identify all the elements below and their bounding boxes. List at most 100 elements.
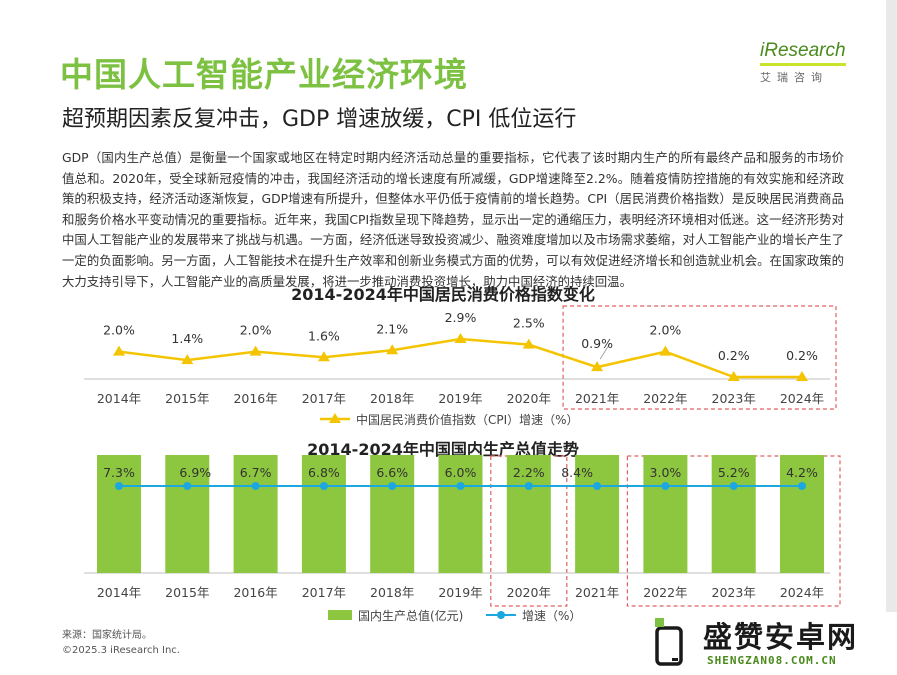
- cpi-data-label: 0.9%: [581, 336, 613, 351]
- gdp-chart: 6435632014年6888582015年7463952016年8320362…: [84, 455, 841, 623]
- cpi-point: [659, 345, 672, 356]
- watermark-url: SHENGZAN08.COM.CN: [707, 654, 837, 667]
- cpi-point: [591, 361, 604, 372]
- gdp-bar: [780, 455, 824, 573]
- phone-icon: [655, 618, 683, 666]
- growth-data-label: 6.0%: [445, 465, 477, 480]
- cpi-highlight-box: [562, 305, 837, 410]
- growth-data-label: 8.4%: [561, 465, 593, 480]
- cpi-data-label: 1.6%: [308, 328, 340, 343]
- gdp-bar: [301, 455, 346, 573]
- cpi-data-label: 0.2%: [718, 348, 750, 363]
- growth-data-label: 6.7%: [240, 465, 272, 480]
- cpi-data-label: 2.1%: [376, 321, 408, 336]
- gdp-bar: [233, 455, 278, 573]
- gdp-x-tick-label: 2020年: [507, 585, 551, 600]
- growth-point: [729, 482, 738, 490]
- cpi-data-label: 2.0%: [650, 323, 682, 338]
- growth-legend-marker: [497, 611, 505, 619]
- cpi-x-tick-label: 2024年: [780, 391, 824, 406]
- growth-point: [798, 482, 806, 490]
- cpi-x-tick-label: 2021年: [575, 391, 619, 406]
- growth-data-label: 5.2%: [718, 465, 750, 480]
- gdp-x-tick-label: 2022年: [643, 585, 687, 600]
- cpi-x-tick-label: 2014年: [97, 391, 141, 406]
- cpi-x-tick-label: 2020年: [507, 391, 551, 406]
- gdp-bar: [370, 455, 415, 573]
- gdp-bar: [165, 455, 210, 573]
- cpi-x-tick-label: 2017年: [302, 391, 346, 406]
- cpi-x-tick-label: 2015年: [165, 391, 209, 406]
- growth-point: [593, 482, 602, 490]
- gdp-x-tick-label: 2015年: [165, 585, 209, 600]
- gdp-x-tick-label: 2016年: [233, 585, 277, 600]
- gdp-x-tick-label: 2021年: [575, 585, 619, 600]
- growth-data-label: 6.9%: [179, 465, 211, 480]
- growth-point: [524, 482, 533, 490]
- cpi-data-label: 1.4%: [171, 331, 203, 346]
- growth-point: [319, 482, 328, 490]
- growth-data-label: 7.3%: [103, 465, 135, 480]
- cpi-point: [796, 371, 808, 381]
- growth-point: [661, 482, 670, 490]
- brand-logo: iResearch 艾瑞咨询: [760, 40, 860, 85]
- watermark-text: 盛赞安卓网: [703, 620, 859, 654]
- growth-point: [115, 482, 123, 490]
- cpi-series-line: [118, 337, 802, 379]
- cpi-legend-label: 中国居民消费价值指数（CPI）增速（%）: [356, 412, 579, 427]
- gdp-legend-label: 国内生产总值(亿元): [358, 608, 463, 623]
- cpi-data-label: 2.5%: [513, 316, 545, 331]
- brand-name: iResearch: [760, 40, 846, 66]
- cpi-data-label: 2.0%: [240, 323, 272, 338]
- cpi-chart-title: 2014-2024年中国居民消费价格指数变化: [291, 285, 595, 304]
- growth-data-label: 4.2%: [786, 465, 818, 480]
- gdp-bar: [711, 455, 756, 573]
- page-title: 中国人工智能产业经济环境: [60, 55, 468, 94]
- source-note: 来源：国家统计局。: [62, 630, 152, 641]
- growth-point: [251, 482, 260, 490]
- cpi-x-tick-label: 2016年: [233, 391, 277, 406]
- growth-data-label: 3.0%: [650, 465, 682, 480]
- cpi-chart: 2.0% 2014年 1.4% 2015年 2.0% 2016年 1.6% 2017年 2.1%…: [84, 305, 837, 427]
- cpi-label-leader: [599, 342, 611, 360]
- growth-data-label: 2.2%: [513, 465, 545, 480]
- page-subtitle: 超预期因素反复冲击，GDP 增速放缓，CPI 低位运行: [62, 107, 577, 132]
- cpi-x-tick-label: 2023年: [712, 391, 756, 406]
- cpi-point: [113, 345, 125, 356]
- cpi-data-label: 0.2%: [786, 348, 818, 363]
- cpi-x-tick-label: 2019年: [438, 391, 482, 406]
- cpi-x-tick-label: 2018年: [370, 391, 414, 406]
- gdp-x-tick-label: 2019年: [438, 585, 482, 600]
- growth-data-label: 6.6%: [376, 465, 408, 480]
- gdp-x-tick-label: 2014年: [97, 585, 141, 600]
- gdp-legend-swatch: [328, 610, 352, 620]
- gdp-x-tick-label: 2024年: [780, 585, 824, 600]
- gdp-bar: [575, 455, 620, 573]
- cpi-data-label: 2.0%: [103, 323, 135, 338]
- copyright: ©2025.3 iResearch Inc.: [62, 645, 180, 656]
- cpi-point: [249, 345, 262, 356]
- growth-point: [388, 482, 397, 490]
- brand-subtitle: 艾瑞咨询: [760, 71, 828, 84]
- gdp-bar: [643, 455, 688, 573]
- cpi-point: [317, 351, 330, 362]
- growth-point: [456, 482, 465, 490]
- gdp-bar: [438, 455, 483, 573]
- gdp-bar: [97, 455, 141, 573]
- cpi-point: [454, 333, 467, 343]
- cpi-x-tick-label: 2022年: [643, 391, 687, 406]
- body-paragraph: GDP（国内生产总值）是衡量一个国家或地区在特定时期内经济活动总量的重要指标，它…: [62, 150, 844, 289]
- gdp-x-tick-label: 2018年: [370, 585, 414, 600]
- cpi-legend-marker: [329, 413, 341, 423]
- cpi-point: [522, 338, 535, 349]
- growth-point: [183, 482, 192, 490]
- gdp-bar: [506, 455, 551, 573]
- cpi-point: [727, 371, 740, 381]
- growth-data-label: 6.8%: [308, 465, 340, 480]
- growth-legend-label: 增速（%）: [522, 609, 581, 623]
- cpi-point: [181, 354, 194, 365]
- cpi-data-label: 2.9%: [445, 310, 477, 325]
- gdp-x-tick-label: 2023年: [712, 585, 756, 600]
- gdp-x-tick-label: 2017年: [302, 585, 346, 600]
